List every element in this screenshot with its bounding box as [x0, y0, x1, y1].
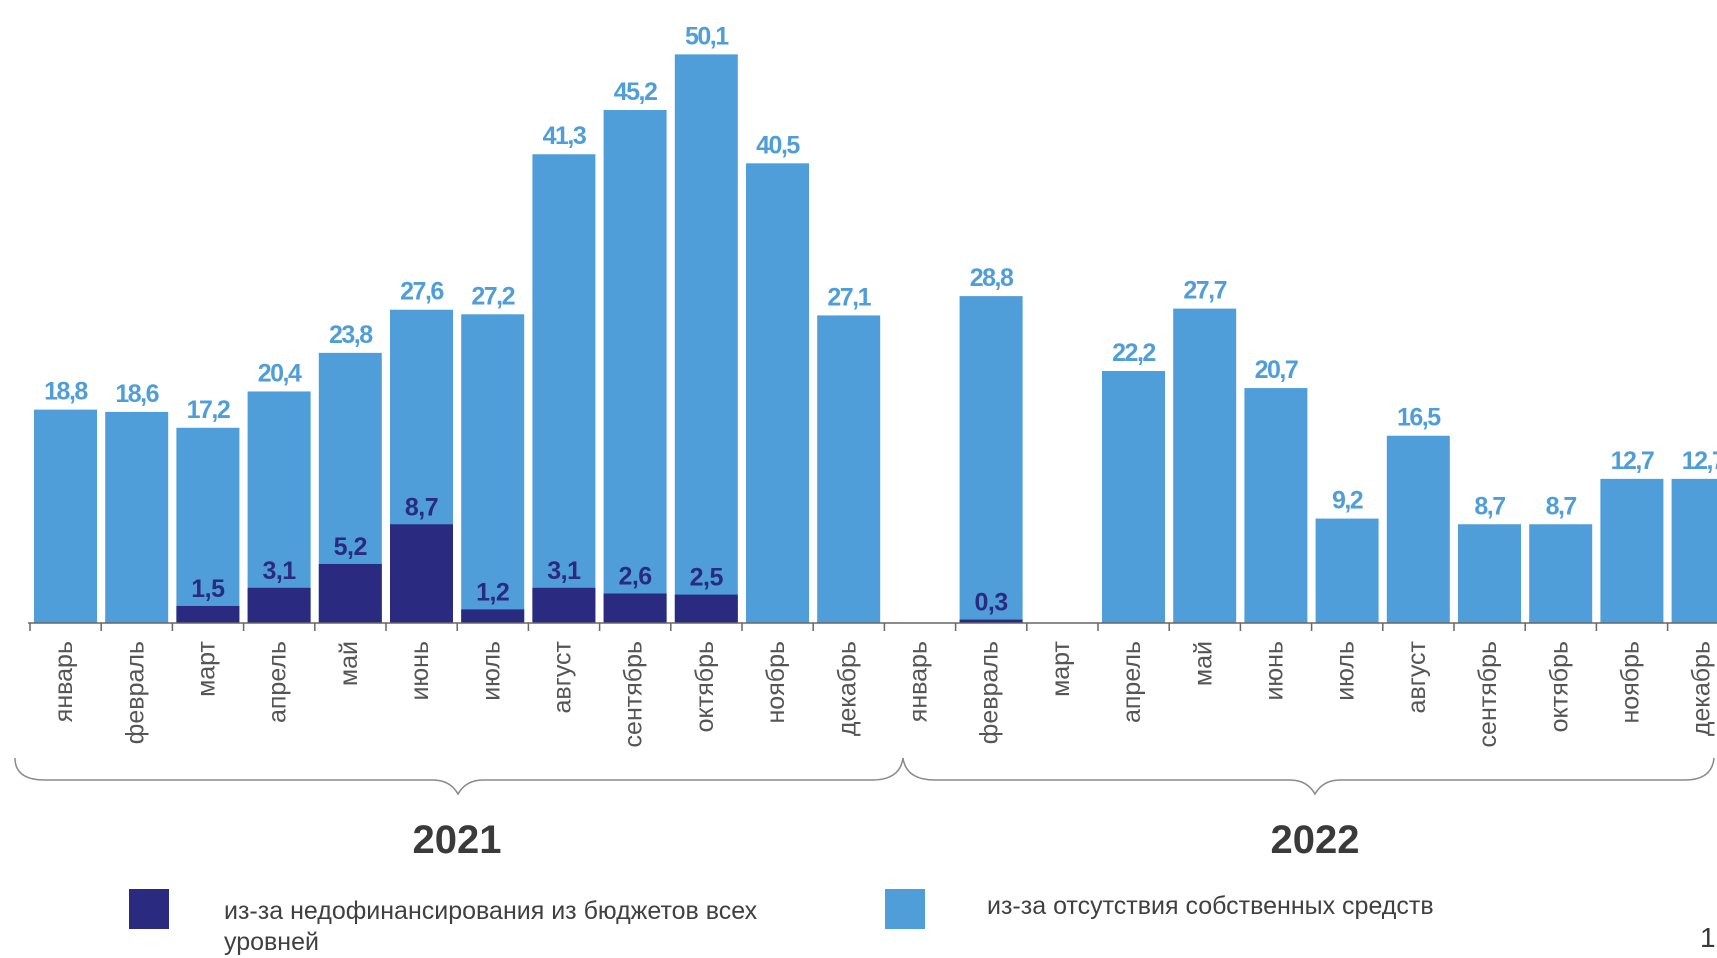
bar-own-funds [1386, 435, 1450, 623]
data-label-own-funds: 41,3 [543, 122, 586, 150]
year-label-2021: 2021 [413, 818, 502, 862]
bar-own-funds [603, 109, 667, 624]
data-label-own-funds: 12,7 [1682, 447, 1717, 475]
data-label-own-funds: 17,2 [187, 396, 230, 424]
data-label-own-funds: 9,2 [1332, 487, 1363, 515]
x-category-label: август [1403, 640, 1431, 713]
x-category-label: июнь [406, 641, 434, 701]
data-label-own-funds: 40,5 [756, 131, 800, 159]
year-label-2022: 2022 [1271, 818, 1360, 862]
bar-budget [247, 587, 311, 623]
category-labels-layer: январь февраль март апрель май июнь июль август… [50, 640, 1716, 747]
bar-own-funds [34, 409, 97, 623]
bar-own-funds [1671, 478, 1717, 623]
year-brace-2022 [902, 757, 1715, 796]
legend-swatch-own-funds [885, 889, 925, 929]
bar-own-funds [176, 427, 240, 623]
x-category-label: октябрь [1545, 641, 1573, 732]
data-label-own-funds: 18,8 [44, 378, 88, 406]
bar-own-funds [1458, 524, 1521, 623]
x-category-label: ноябрь [1617, 641, 1645, 724]
x-category-label: май [1189, 641, 1217, 686]
bar-own-funds [1315, 518, 1379, 623]
data-label-own-funds: 12,7 [1611, 447, 1654, 475]
bar-own-funds [532, 154, 596, 623]
data-label-own-funds: 45,2 [614, 78, 657, 106]
x-category-label: май [335, 641, 363, 686]
bar-own-funds [105, 411, 169, 623]
page-number: 1 [1700, 922, 1716, 953]
data-label-budget: 8,7 [405, 493, 438, 521]
data-label-own-funds: 22,2 [1112, 339, 1155, 367]
bar-own-funds [1600, 478, 1664, 623]
data-label-own-funds: 8,7 [1546, 492, 1577, 520]
x-category-label: март [1047, 640, 1075, 696]
data-label-own-funds: 27,7 [1183, 277, 1226, 305]
bar-own-funds [817, 315, 881, 623]
data-label-own-funds: 50,1 [685, 22, 729, 50]
data-label-own-funds: 18,6 [115, 380, 158, 408]
bar-budget [318, 563, 382, 623]
bar-own-funds [1529, 524, 1593, 623]
data-label-own-funds: 8,7 [1474, 492, 1505, 520]
x-category-label: декабрь [1688, 641, 1716, 736]
x-category-label: июль [1332, 641, 1360, 701]
x-category-label: июль [477, 641, 505, 701]
bar-budget [959, 619, 1023, 623]
bar-own-funds [674, 54, 738, 624]
data-label-budget: 3,1 [547, 557, 581, 585]
data-label-budget: 2,6 [618, 562, 651, 590]
legend-label-budget: из-за недофинансирования из бюджетов все… [224, 897, 758, 956]
x-category-label: февраль [976, 641, 1004, 744]
bar-own-funds [461, 314, 525, 623]
bar-own-funds [1102, 371, 1165, 623]
legend-label-own-funds: из-за отсутствия собственных средств [987, 892, 1434, 920]
data-label-own-funds: 20,7 [1255, 356, 1298, 384]
year-brace-2021 [14, 757, 904, 796]
data-label-budget: 5,2 [334, 533, 367, 561]
x-category-label: август [549, 640, 577, 713]
data-label-own-funds: 28,8 [970, 264, 1014, 292]
x-category-label: февраль [121, 641, 149, 744]
x-category-label: март [193, 640, 221, 696]
x-category-label: апрель [1118, 641, 1146, 723]
data-labels-layer: 18,8 18,6 17,2 1,5 20,4 3,1 23,8 5,2 27,6 8,7 27,2… [44, 22, 1717, 616]
bar-budget [532, 587, 596, 623]
data-label-own-funds: 27,1 [827, 283, 871, 311]
x-category-label: июнь [1261, 641, 1289, 701]
data-label-budget: 1,5 [191, 575, 225, 603]
data-label-own-funds: 16,5 [1397, 404, 1441, 432]
data-label-own-funds: 27,6 [400, 278, 443, 306]
x-category-label: январь [50, 641, 78, 722]
bars-layer [34, 54, 1717, 624]
data-label-own-funds: 27,2 [471, 282, 514, 310]
x-category-label: ноябрь [762, 641, 790, 724]
bar-own-funds [247, 391, 311, 623]
legend-swatch-budget [129, 889, 169, 929]
bar-own-funds [1173, 308, 1237, 623]
bar-budget [176, 605, 240, 623]
x-category-label: сентябрь [620, 641, 648, 747]
data-label-budget: 2,5 [690, 564, 724, 592]
x-category-label: сентябрь [1474, 641, 1502, 747]
bar-budget [461, 609, 525, 623]
bar-own-funds [1244, 388, 1308, 623]
data-label-budget: 0,3 [974, 589, 1007, 617]
x-category-label: декабрь [833, 641, 861, 736]
bar-budget [674, 594, 738, 623]
x-ticks-layer [29, 623, 1669, 631]
x-category-label: январь [905, 641, 933, 722]
data-label-own-funds: 23,8 [329, 321, 373, 349]
x-category-label: апрель [264, 641, 292, 723]
data-label-budget: 1,2 [476, 578, 509, 606]
data-label-budget: 3,1 [262, 557, 296, 585]
bar-own-funds [746, 163, 809, 623]
bar-budget [603, 593, 667, 623]
x-category-label: октябрь [691, 641, 719, 732]
data-label-own-funds: 20,4 [258, 359, 302, 387]
bar-own-funds [959, 296, 1023, 623]
bar-budget [390, 524, 453, 623]
